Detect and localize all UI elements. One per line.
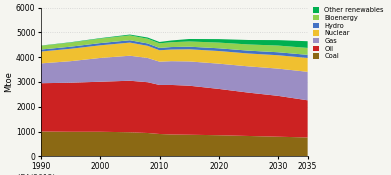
Legend: Other renewables, Bioenergy, Hydro, Nuclear, Gas, Oil, Coal: Other renewables, Bioenergy, Hydro, Nucl… [310, 5, 386, 62]
Y-axis label: Mtoe: Mtoe [4, 72, 13, 92]
Text: 자료: IEA(2012).: 자료: IEA(2012). [4, 173, 58, 175]
